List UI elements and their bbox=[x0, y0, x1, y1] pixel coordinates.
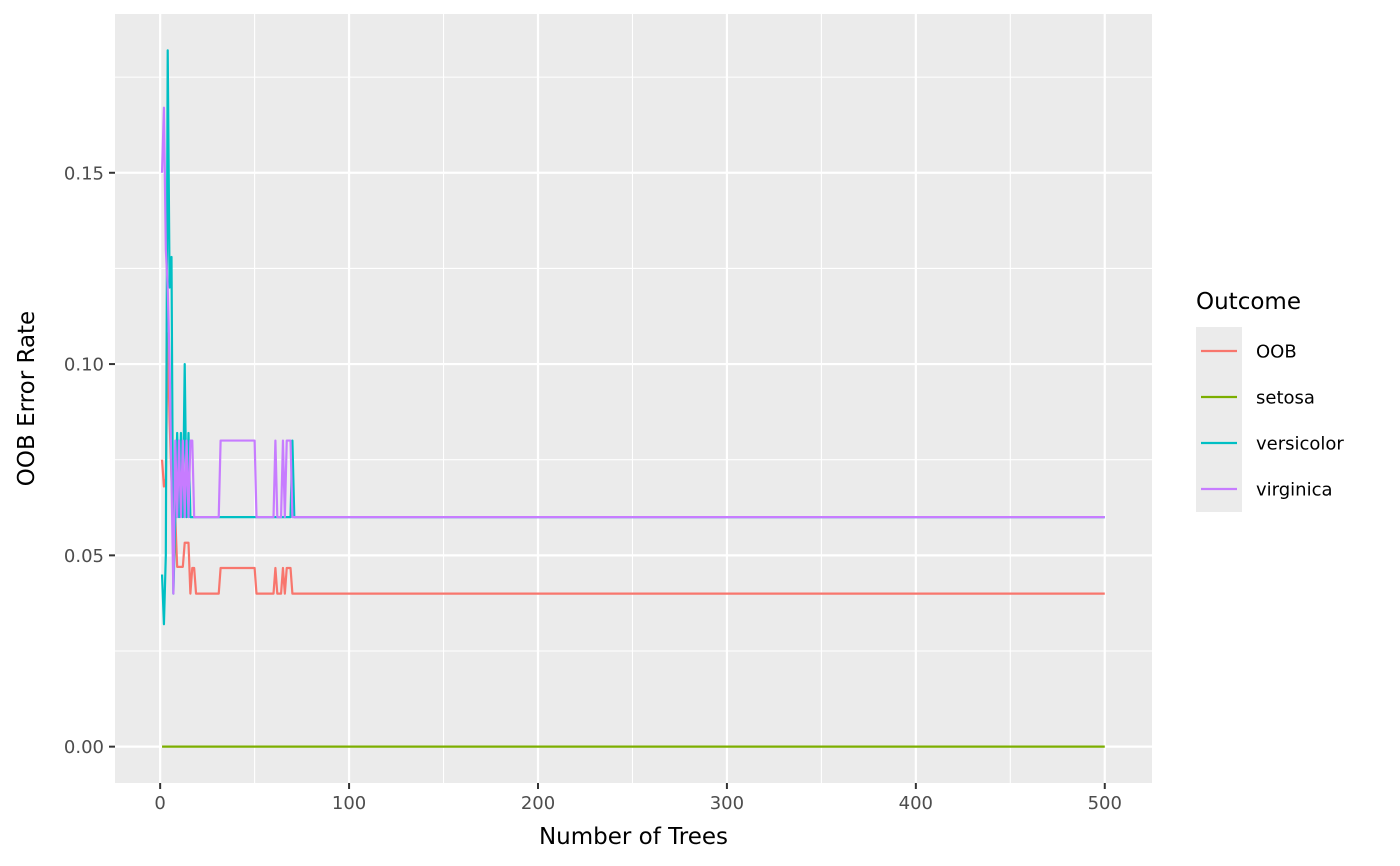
legend: Outcome OOB setosa versicolor virginica bbox=[1196, 289, 1344, 512]
legend-key-background bbox=[1196, 327, 1242, 512]
series-lines bbox=[160, 49, 1105, 748]
y-tick-label: 0.00 bbox=[64, 737, 104, 758]
y-tick-label: 0.10 bbox=[64, 355, 104, 376]
plot-panel bbox=[115, 14, 1152, 783]
legend-title: Outcome bbox=[1196, 289, 1301, 315]
y-tick-label: 0.15 bbox=[64, 163, 104, 184]
legend-label-virginica: virginica bbox=[1256, 480, 1333, 501]
y-axis-title: OOB Error Rate bbox=[14, 311, 40, 486]
x-tick-label: 500 bbox=[1088, 793, 1122, 814]
x-tick-label: 300 bbox=[710, 793, 744, 814]
x-tick-label: 200 bbox=[521, 793, 555, 814]
x-tick-label: 100 bbox=[332, 793, 366, 814]
series-line-virginica bbox=[160, 106, 1105, 595]
y-tick-label: 0.05 bbox=[64, 546, 104, 567]
y-axis: 0.00 0.05 0.10 0.15 bbox=[64, 163, 115, 758]
x-axis: 0 100 200 300 400 500 bbox=[154, 783, 1122, 814]
x-axis-title: Number of Trees bbox=[539, 824, 728, 850]
x-tick-label: 400 bbox=[899, 793, 933, 814]
legend-items: OOB setosa versicolor virginica bbox=[1201, 342, 1344, 501]
x-tick-label: 0 bbox=[154, 793, 165, 814]
minor-gridlines bbox=[115, 14, 1152, 783]
legend-label-OOB: OOB bbox=[1256, 342, 1297, 363]
legend-label-versicolor: versicolor bbox=[1256, 434, 1344, 455]
legend-label-setosa: setosa bbox=[1256, 388, 1315, 409]
